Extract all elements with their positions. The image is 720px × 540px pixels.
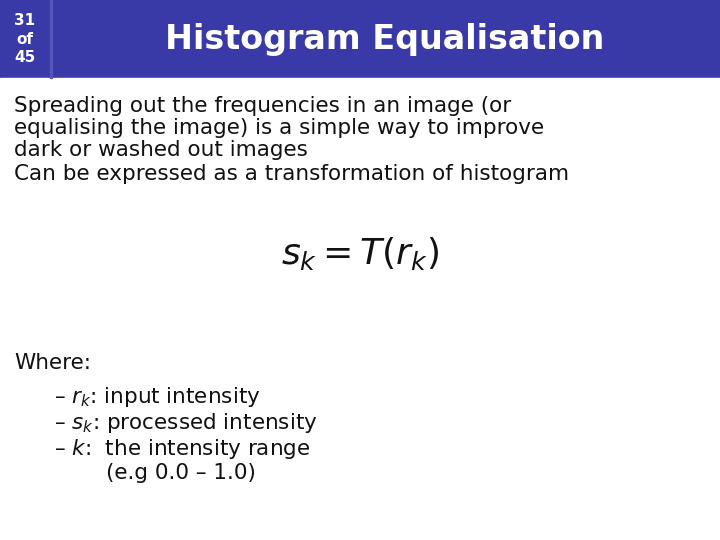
Text: – $s_k$: processed intensity: – $s_k$: processed intensity bbox=[54, 411, 318, 435]
Bar bbox=[0, 78, 720, 540]
Text: (e.g 0.0 – 1.0): (e.g 0.0 – 1.0) bbox=[106, 463, 256, 483]
Text: 31
of
45: 31 of 45 bbox=[14, 13, 35, 65]
Text: equalising the image) is a simple way to improve: equalising the image) is a simple way to… bbox=[14, 118, 544, 138]
Bar bbox=[0, 0, 720, 78]
Text: – $r_k$: input intensity: – $r_k$: input intensity bbox=[54, 385, 261, 409]
Bar bbox=[50, 0, 52, 78]
Text: Where:: Where: bbox=[14, 353, 91, 373]
Text: $s_k = T(r_k)$: $s_k = T(r_k)$ bbox=[281, 234, 439, 272]
Text: – $k$:  the intensity range: – $k$: the intensity range bbox=[54, 437, 310, 461]
Text: Histogram Equalisation: Histogram Equalisation bbox=[166, 23, 605, 56]
Text: dark or washed out images: dark or washed out images bbox=[14, 140, 308, 160]
Text: Can be expressed as a transformation of histogram: Can be expressed as a transformation of … bbox=[14, 164, 569, 184]
Text: Spreading out the frequencies in an image (or: Spreading out the frequencies in an imag… bbox=[14, 96, 511, 116]
